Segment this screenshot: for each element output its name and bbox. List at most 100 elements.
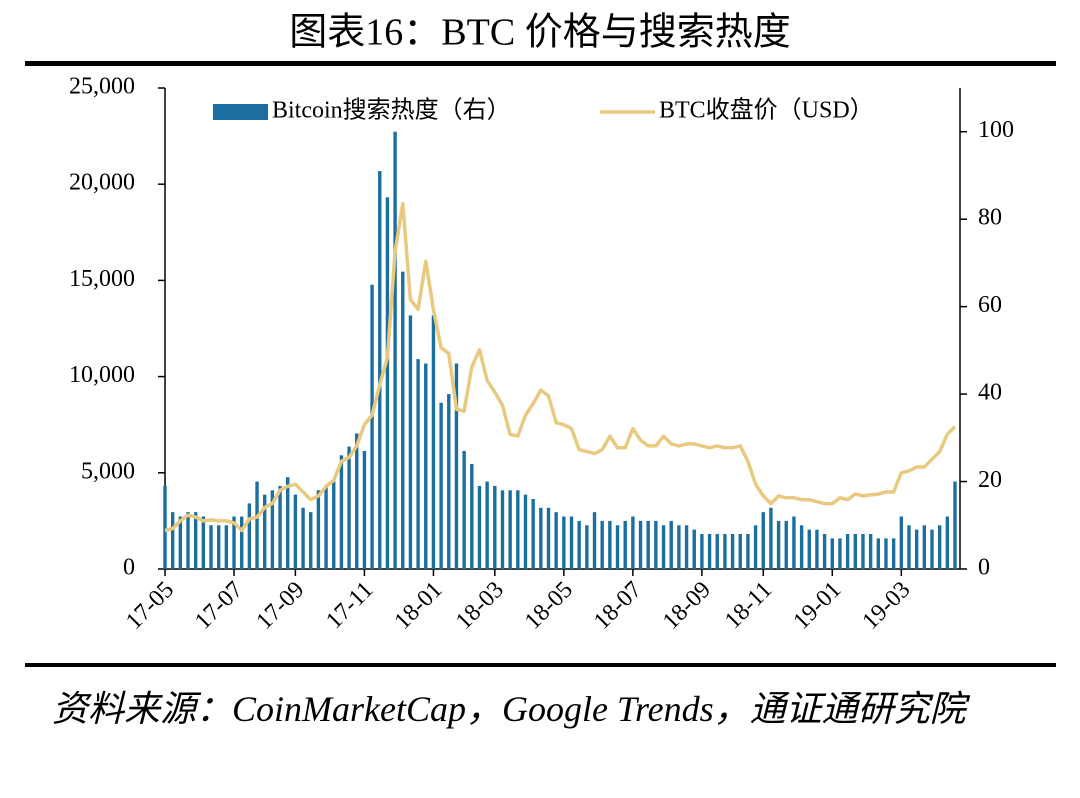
bar [355,433,359,569]
bar [485,481,489,569]
bar [631,516,635,569]
bar [385,197,390,569]
bar [700,534,704,569]
line [164,201,957,533]
source-note: 资料来源：CoinMarketCap，Google Trends，通证通研究院 [52,689,966,729]
bar [324,485,328,569]
bar [339,455,344,569]
x-tick-label: 17-11 [321,577,378,634]
bar [263,494,267,569]
y2-tick-label: 60 [978,292,1002,318]
bar [592,512,597,569]
bar [930,529,934,569]
legend-swatch [213,104,268,120]
x-tick-label: 18-09 [658,577,716,635]
y2-tick-label: 100 [978,117,1014,143]
bar [937,525,942,569]
bar [401,271,405,569]
bar [738,534,742,569]
bar [723,534,727,569]
bar [684,525,689,569]
bar [531,499,535,569]
bar [784,520,788,569]
bar [753,525,758,569]
bar [209,525,213,569]
bar [661,525,666,569]
bar [301,507,305,569]
bar [615,525,620,569]
bar [585,525,589,569]
bar [891,538,896,569]
bar [677,525,681,569]
bar [224,525,229,569]
bar [861,534,865,569]
bar [546,507,551,569]
bar [462,450,466,569]
bar [707,534,712,569]
bar [562,516,566,569]
bar [577,520,581,569]
bar [362,450,367,569]
bar [293,494,298,569]
bar [186,512,190,569]
bar [623,520,627,569]
bar [692,529,696,569]
y-tick-label: 20,000 [69,170,135,196]
y2-tick-label: 20 [978,467,1002,493]
x-tick-label: 18-05 [520,577,578,635]
x-tick-label: 17-07 [190,577,248,635]
bar [654,520,658,569]
bar [899,516,904,569]
x-tick-label: 18-11 [720,577,777,634]
y2-tick-label: 0 [978,555,990,581]
bar [838,538,842,569]
bar [907,525,911,569]
bar [416,359,420,569]
bar [539,507,543,569]
bar [669,520,673,569]
x-tick-label: 19-01 [788,577,846,635]
bottom-rule [25,663,1056,667]
bar [953,481,957,569]
bar [853,534,857,569]
bar [815,529,819,569]
top-rule [25,61,1056,66]
bar [569,516,574,569]
bar [439,402,443,569]
bar [922,525,927,569]
bar [424,363,428,569]
bar [608,520,612,569]
bar [914,529,919,569]
bar [332,481,336,569]
bar [876,538,881,569]
bar [500,490,505,569]
bar [600,520,604,569]
bar [216,525,221,569]
bar [516,490,520,569]
bar [477,485,482,569]
bar [286,477,290,569]
y-tick-label: 5,000 [81,458,135,484]
bar [270,490,275,569]
bar [761,512,765,569]
bar [470,464,474,569]
bar [408,315,413,569]
bar [792,516,796,569]
bar [945,516,950,569]
bar [170,512,175,569]
bar [638,520,643,569]
bar [163,485,167,569]
bar [454,363,459,569]
bar [523,494,528,569]
bar [822,534,827,569]
bar [799,525,804,569]
bar [431,315,436,569]
bar [646,520,650,569]
bar [776,520,781,569]
bar [347,446,351,569]
chart-title: 图表16：BTC 价格与搜索热度 [289,12,790,54]
bar [393,131,397,569]
bar [554,512,558,569]
